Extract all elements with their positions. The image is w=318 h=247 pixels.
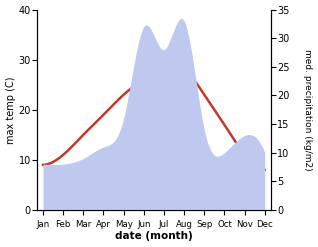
X-axis label: date (month): date (month) (115, 231, 193, 242)
Y-axis label: med. precipitation (kg/m2): med. precipitation (kg/m2) (303, 49, 313, 171)
Y-axis label: max temp (C): max temp (C) (5, 76, 16, 144)
